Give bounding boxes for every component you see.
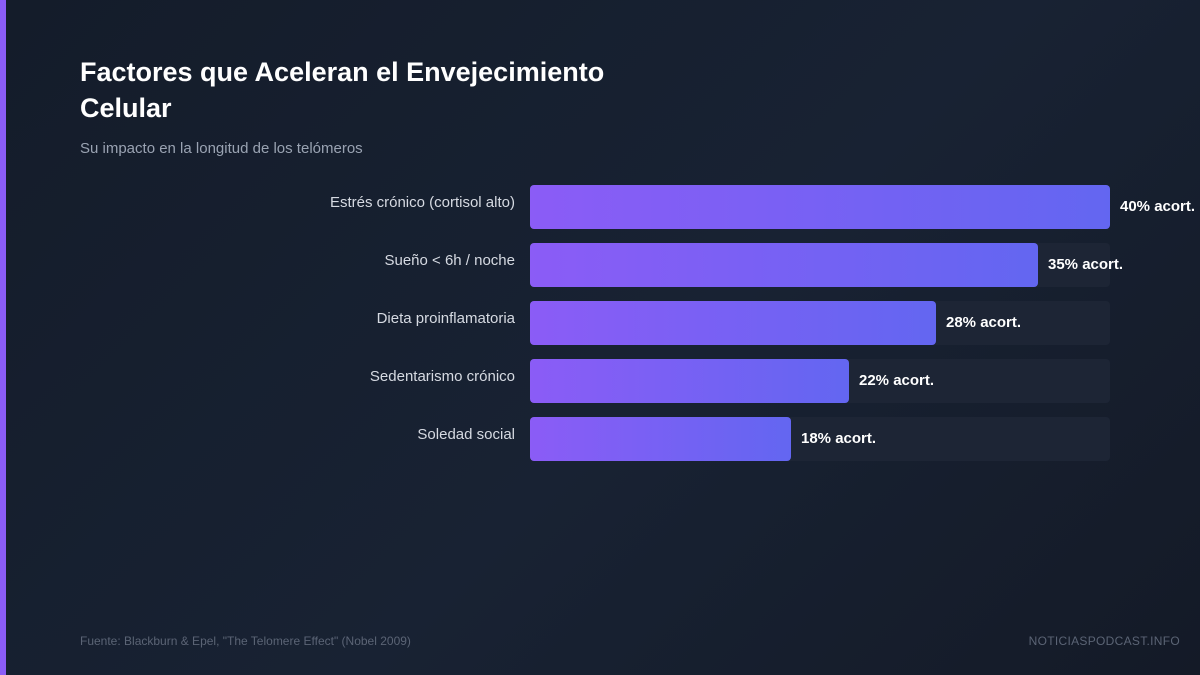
accent-bar — [0, 0, 6, 675]
bar-value-label: 40% acort. — [1120, 198, 1196, 215]
bar — [530, 243, 1038, 287]
bar — [530, 185, 1110, 229]
category-label: Dieta proinflamatoria — [376, 310, 515, 327]
bar — [530, 417, 791, 461]
source-note: Fuente: Blackburn & Epel, "The Telomere … — [80, 634, 411, 648]
brand-label: NOTICIASPODCAST.INFO — [1028, 634, 1180, 648]
bar — [530, 301, 936, 345]
bar — [530, 359, 849, 403]
bar-value-label: 28% acort. — [946, 314, 1022, 331]
bar-value-label: 35% acort. — [1048, 256, 1124, 273]
bar-row: Sedentarismo crónico 22% acort. — [0, 359, 1200, 403]
category-label: Estrés crónico (cortisol alto) — [329, 194, 515, 211]
bar-value-label: 18% acort. — [801, 430, 877, 447]
bar-row: Estrés crónico (cortisol alto) 40% acort. — [0, 185, 1200, 229]
chart-subtitle: Su impacto en la longitud de los telómer… — [80, 140, 363, 157]
bar-value-label: 22% acort. — [859, 372, 935, 389]
category-label: Soledad social — [417, 426, 515, 443]
bar-row: Sueño < 6h / noche 35% acort. — [0, 243, 1200, 287]
category-label: Sueño < 6h / noche — [384, 252, 515, 269]
category-label: Sedentarismo crónico — [369, 368, 515, 385]
bar-row: Dieta proinflamatoria 28% acort. — [0, 301, 1200, 345]
chart-title: Factores que Aceleran el Envejecimiento … — [80, 57, 605, 123]
bar-row: Soledad social 18% acort. — [0, 417, 1200, 461]
